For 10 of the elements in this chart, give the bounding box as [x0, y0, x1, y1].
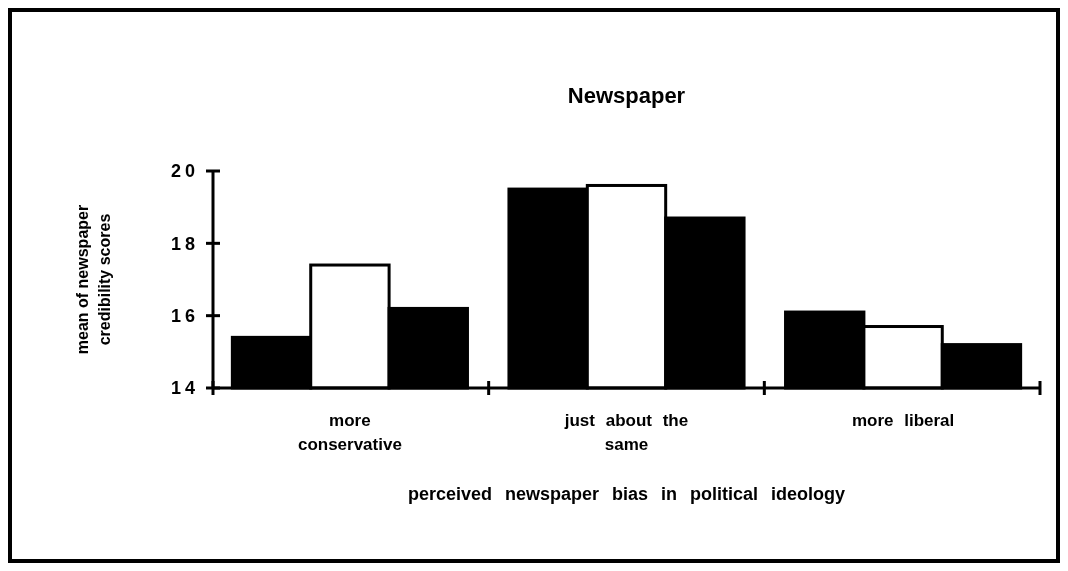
chart-title: Newspaper [567, 83, 686, 108]
x-axis-title: perceived newspaper bias in political ideology [407, 484, 846, 504]
y-tick-label: 20 [170, 161, 199, 182]
y-axis-title: mean of newspaper credibility scores [74, 204, 113, 355]
y-tick-label: 16 [170, 305, 199, 326]
x-tick-label: more conservative [297, 411, 402, 454]
x-tick-label: just about the same [563, 411, 689, 454]
x-tick-label: more liberal [851, 411, 955, 430]
y-tick-label: 14 [170, 378, 199, 399]
y-tick-label: 18 [170, 233, 199, 254]
